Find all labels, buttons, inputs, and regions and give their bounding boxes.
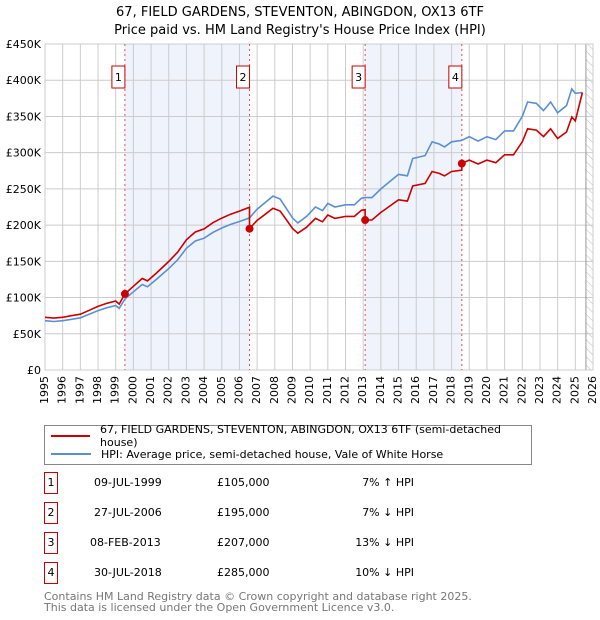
sale-price: £105,000: [217, 476, 270, 489]
x-tick-label: 2020: [480, 376, 493, 404]
sale-row: 3 08-FEB-2013 £207,000 13% ↓ HPI: [44, 532, 464, 556]
sale-label-frame: [111, 65, 126, 89]
x-tick-label: 2018: [445, 376, 458, 404]
x-tick-label: 2013: [356, 376, 369, 404]
blue-line-swatch: [51, 453, 91, 455]
sale-date: 30-JUL-2018: [94, 566, 162, 579]
y-tick-label: £150K: [6, 255, 42, 268]
sale-label-frame: [351, 65, 366, 89]
y-tick-label: £100K: [6, 292, 42, 305]
sale-marker-badge: 1: [44, 472, 58, 494]
x-tick-label: 2001: [144, 376, 157, 404]
x-tick-label: 2002: [162, 376, 175, 404]
price-chart: 1995 1996 1997 1998 1999 2000 2001 2002 2003 2004…: [6, 38, 599, 404]
sale-hpi-diff: 7% ↓ HPI: [362, 506, 414, 519]
sale-date: 08-FEB-2013: [90, 536, 161, 549]
x-tick-label: 2000: [126, 376, 139, 404]
sale-label-number: 1: [115, 71, 122, 84]
x-tick-label: 2003: [179, 376, 192, 404]
sale-label-number: 3: [355, 71, 362, 84]
legend-item-price-paid: 67, FIELD GARDENS, STEVENTON, ABINGDON, …: [51, 423, 531, 449]
x-tick-label: 2006: [232, 376, 245, 404]
x-tick-label: 2014: [374, 376, 387, 404]
sale-point: [457, 159, 466, 168]
x-tick-label: 2008: [268, 376, 281, 404]
x-tick-label: 1997: [73, 376, 86, 404]
sale-date: 09-JUL-1999: [94, 476, 162, 489]
sale-hpi-diff: 10% ↓ HPI: [355, 566, 414, 579]
x-tick-label: 2005: [215, 376, 228, 404]
x-tick-label: 2009: [285, 376, 298, 404]
y-tick-label: £350K: [6, 110, 42, 123]
copyright-note: Contains HM Land Registry data © Crown c…: [44, 590, 472, 603]
price-paid-series-line: [44, 92, 584, 319]
y-tick-label: £450K: [6, 38, 42, 51]
x-tick-label: 2026: [586, 376, 599, 404]
y-tick-label: £400K: [6, 74, 42, 87]
sale-label-frame: [448, 65, 463, 89]
legend-item-hpi: HPI: Average price, semi-detached house,…: [51, 445, 443, 463]
sale-point: [361, 216, 370, 225]
x-tick-label: 2016: [409, 376, 422, 404]
sale-point: [245, 224, 254, 233]
chart-title: 67, FIELD GARDENS, STEVENTON, ABINGDON, …: [116, 5, 484, 20]
y-tick-label: £200K: [6, 219, 42, 232]
sale-row: 2 27-JUL-2006 £195,000 7% ↓ HPI: [44, 502, 464, 526]
legend-label: HPI: Average price, semi-detached house,…: [101, 447, 444, 461]
y-tick-label: £50K: [13, 328, 42, 341]
sale-label-number: 2: [240, 71, 247, 84]
sale-label-box: 2: [236, 65, 251, 89]
x-tick-label: 2015: [392, 376, 405, 404]
sale-price: £207,000: [217, 536, 270, 549]
red-line-swatch: [51, 435, 91, 437]
x-tick-label: 2017: [427, 376, 440, 404]
sale-row: 4 30-JUL-2018 £285,000 10% ↓ HPI: [44, 562, 464, 586]
x-tick-label: 2023: [533, 376, 546, 404]
sale-hpi-diff: 7% ↑ HPI: [362, 476, 414, 489]
x-tick-label: 2021: [498, 376, 511, 404]
sale-price: £285,000: [217, 566, 270, 579]
sale-date: 27-JUL-2006: [94, 506, 162, 519]
licence-note: This data is licensed under the Open Gov…: [44, 601, 395, 614]
sale-label-number: 4: [452, 71, 459, 84]
sale-point: [120, 289, 129, 298]
sale-marker-badge: 3: [44, 532, 58, 554]
plot-border: [44, 43, 594, 371]
x-tick-label: 1998: [91, 376, 104, 404]
sale-label-box: 3: [351, 65, 366, 89]
x-tick-label: 2010: [303, 376, 316, 404]
sale-label-frame: [236, 65, 251, 89]
hpi-series-line: [44, 87, 583, 323]
chart-subtitle: Price paid vs. HM Land Registry's House …: [114, 23, 486, 38]
x-tick-label: 2019: [462, 376, 475, 404]
x-tick-label: 2022: [515, 376, 528, 404]
sale-marker-badge: 4: [44, 562, 58, 584]
sale-marker-badge: 2: [44, 502, 58, 524]
sale-interval-shade: [124, 44, 250, 370]
x-tick-label: 2011: [321, 376, 334, 404]
legend-label: 67, FIELD GARDENS, STEVENTON, ABINGDON, …: [100, 423, 501, 449]
x-tick-label: 2025: [568, 376, 581, 404]
sale-label-box: 4: [448, 65, 463, 89]
sale-price: £195,000: [217, 506, 270, 519]
sale-hpi-diff: 13% ↓ HPI: [355, 536, 414, 549]
legend: 67, FIELD GARDENS, STEVENTON, ABINGDON, …: [44, 423, 532, 465]
x-tick-label: 2007: [250, 376, 263, 404]
x-tick-label: 1995: [38, 376, 51, 404]
sale-label-box: 1: [111, 65, 126, 89]
sale-row: 1 09-JUL-1999 £105,000 7% ↑ HPI: [44, 472, 464, 496]
x-tick-label: 2012: [339, 376, 352, 404]
y-tick-label: £0: [27, 364, 41, 377]
forecast-hatch: [585, 44, 593, 370]
x-tick-label: 1996: [56, 376, 69, 404]
y-tick-label: £250K: [6, 183, 42, 196]
y-tick-label: £300K: [6, 147, 42, 160]
sale-interval-shade: [365, 44, 462, 370]
x-tick-label: 2024: [551, 376, 564, 404]
x-tick-label: 2004: [197, 376, 210, 404]
x-tick-label: 1999: [109, 376, 122, 404]
